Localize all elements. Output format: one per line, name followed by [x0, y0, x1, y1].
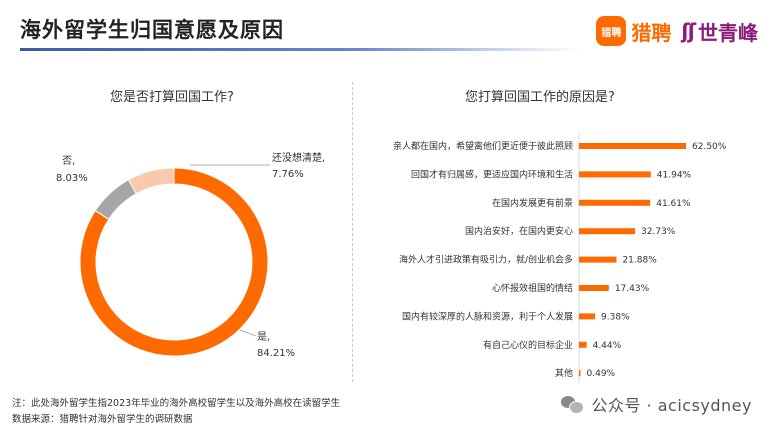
bar	[579, 370, 581, 377]
footnote-source: 数据来源：猎聘针对海外留学生的调研数据	[12, 414, 193, 425]
donut-slice-no	[127, 167, 175, 195]
title-underline	[20, 48, 580, 51]
bar-category-label: 海外人才引进政策有吸引力，就/创业机会多	[399, 254, 573, 266]
bar-chart-title: 您打算回国工作的原因是?	[465, 90, 615, 105]
footnotes: 注：此处海外留学生指2023年毕业的海外高校留学生以及海外高校在读留学生 数据来…	[12, 396, 340, 428]
bar-value-label: 0.49%	[587, 369, 616, 379]
bar	[579, 256, 617, 263]
bar-value-label: 62.50%	[692, 142, 727, 152]
slice-label-yes: 是,	[257, 331, 270, 343]
bar-value-label: 21.88%	[622, 256, 657, 266]
brand-logos: 猎聘 猎聘 ʃʃ 世青峰	[596, 14, 758, 48]
bar-value-label: 32.73%	[641, 227, 676, 237]
wechat-watermark: 公众号 · acicsydney	[561, 392, 752, 416]
bar-category-label: 国内治安好，在国内更安心	[465, 225, 573, 237]
leader-line-yes	[239, 329, 257, 337]
panel-divider	[352, 82, 353, 382]
bar-value-label: 4.44%	[593, 341, 622, 351]
pie-chart-title: 您是否打算回国工作?	[110, 90, 234, 105]
bar	[579, 285, 609, 291]
donut-slice-unsure	[94, 179, 137, 221]
bar-value-label: 17.43%	[615, 284, 650, 294]
return-intention-donut-chart: 是, 84.21% 否, 8.03% 还没想清楚, 7.76%	[56, 151, 325, 359]
bar-category-label: 在国内发展更有前景	[492, 197, 573, 209]
bar-category-label: 其他	[555, 367, 573, 379]
bar-category-label: 国内有较深厚的人脉和资源，利于个人发展	[402, 310, 573, 322]
footnote-definition: 注：此处海外留学生指2023年毕业的海外高校留学生以及海外高校在读留学生	[12, 398, 341, 409]
bar-category-label: 亲人都在国内，希望离他们更近便于彼此照顾	[393, 140, 573, 152]
watermark-text: 公众号 · acicsydney	[591, 396, 752, 415]
slice-value-unsure: 7.76%	[272, 169, 304, 180]
page-title: 海外留学生归国意愿及原因	[20, 18, 284, 42]
bar	[579, 313, 596, 320]
bar-value-label: 9.38%	[601, 312, 630, 322]
slice-value-yes: 84.21%	[257, 348, 295, 359]
bar	[579, 228, 636, 235]
slice-value-no: 8.03%	[56, 173, 88, 184]
bar	[579, 199, 651, 206]
return-reasons-bar-chart: 亲人都在国内，希望离他们更近便于彼此照顾 62.50% 回国才有归属感，更适应国内环…	[393, 134, 727, 384]
wechat-icon	[561, 394, 585, 414]
donut-slice-yes	[79, 167, 269, 357]
slice-label-no: 否,	[62, 155, 75, 167]
bar-category-label: 心怀报效祖国的情结	[492, 282, 573, 294]
slice-label-unsure: 还没想清楚,	[272, 151, 325, 164]
bar-category-label: 回国才有归属感，更适应国内环境和生活	[411, 168, 573, 180]
bar	[579, 171, 651, 178]
bar	[579, 341, 587, 348]
bar-value-label: 41.94%	[657, 170, 692, 180]
shiqingfeng-logo-text: 世青峰	[698, 20, 758, 45]
bar-value-label: 41.61%	[656, 199, 691, 209]
liepin-logo-text: 猎聘	[631, 20, 672, 45]
shiqingfeng-logo-icon: ʃʃ	[681, 19, 696, 43]
bar-category-label: 有自己心仪的目标企业	[483, 339, 573, 351]
liepin-logo-icon: 猎聘	[596, 16, 627, 46]
bar	[579, 143, 686, 149]
